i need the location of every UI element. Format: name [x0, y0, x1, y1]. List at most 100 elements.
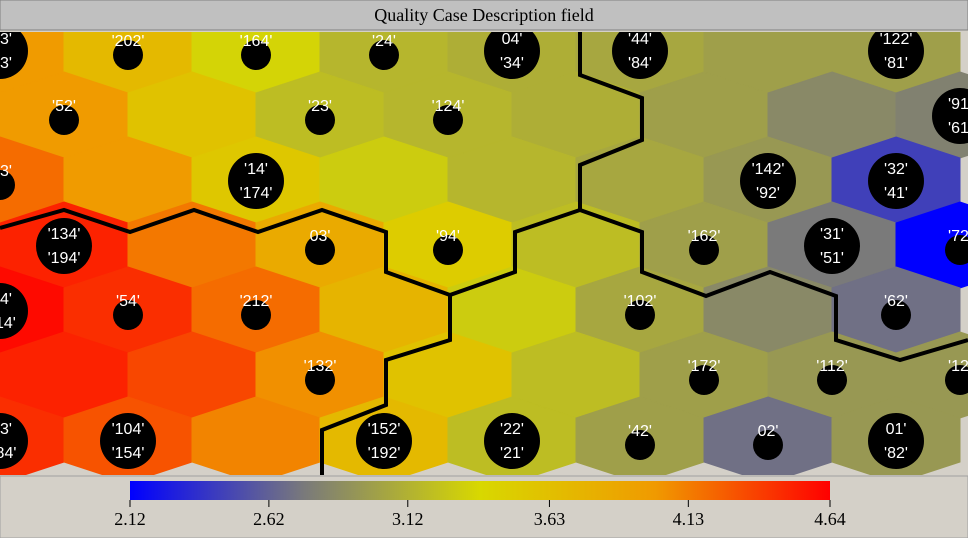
cell-label: 04' — [502, 31, 523, 48]
cell-label: '114' — [0, 315, 16, 332]
hit-marker — [484, 413, 540, 469]
cell-label: '152' — [368, 421, 401, 438]
cell-label: '21' — [500, 445, 524, 462]
cell-label: '81' — [884, 55, 908, 72]
cell-label: '162' — [688, 228, 721, 245]
hit-marker — [113, 40, 143, 70]
cell-label: '62' — [884, 293, 908, 310]
hit-marker — [689, 365, 719, 395]
hit-marker — [36, 218, 92, 274]
cell-label: '164' — [240, 33, 273, 50]
cell-label: '82' — [884, 445, 908, 462]
cell-label: 02' — [758, 423, 779, 440]
hit-marker — [356, 413, 412, 469]
cell-label: '54' — [116, 293, 140, 310]
hit-marker — [945, 365, 968, 395]
tick-label: 3.12 — [392, 509, 424, 529]
cell-label: '154' — [112, 445, 145, 462]
cell-label: '33' — [0, 31, 12, 48]
cell-label: '192' — [368, 445, 401, 462]
cell-label: '202' — [112, 33, 145, 50]
cell-label: '142' — [752, 161, 785, 178]
cluster-borders — [0, 32, 968, 475]
hit-marker — [881, 300, 911, 330]
cell-label: '51' — [820, 250, 844, 267]
hit-marker — [0, 170, 15, 200]
cell-label: '134' — [48, 226, 81, 243]
border — [0, 207, 452, 475]
hit-marker — [945, 235, 968, 265]
hit-marker — [241, 40, 271, 70]
tick-label: 2.12 — [114, 509, 146, 529]
colorbar — [130, 481, 830, 500]
hit-marker — [305, 105, 335, 135]
hit-marker — [868, 413, 924, 469]
cell-label: '94' — [436, 228, 460, 245]
hit-marker — [932, 88, 968, 144]
hit-marker — [753, 430, 783, 460]
cell-label: '42' — [628, 423, 652, 440]
cell-label: '184' — [0, 445, 16, 462]
cell-label: '102' — [624, 293, 657, 310]
hit-marker — [689, 235, 719, 265]
hit-marker — [241, 300, 271, 330]
cell-label: '64' — [0, 291, 12, 308]
hit-marker — [817, 365, 847, 395]
hit-marker — [228, 153, 284, 209]
cell-label: '53' — [0, 55, 12, 72]
hit-marker — [625, 300, 655, 330]
cell-label: '14' — [244, 161, 268, 178]
cell-label: '172' — [688, 358, 721, 375]
hit-marker — [804, 218, 860, 274]
cell-label: '92' — [756, 185, 780, 202]
cell-label: '84' — [628, 55, 652, 72]
cell-label: '31' — [820, 226, 844, 243]
cell-label: '24' — [372, 33, 396, 50]
cell-label: '124' — [432, 98, 465, 115]
cell-label: 03' — [310, 228, 331, 245]
hit-marker — [113, 300, 143, 330]
cell-label: '34' — [500, 55, 524, 72]
hit-marker — [625, 430, 655, 460]
hit-marker — [305, 235, 335, 265]
hex-map: '33' '53' '202' '164' '24' 04' '34' '44' '84' '12… — [0, 31, 968, 475]
hit-marker — [433, 105, 463, 135]
chart-title: Quality Case Description field — [374, 5, 593, 25]
cell-label: '132' — [304, 358, 337, 375]
cell-label: '61' — [948, 120, 968, 137]
hit-marker — [0, 413, 28, 469]
hit-marker — [0, 283, 28, 339]
cell-label: '91' — [948, 96, 968, 113]
tick-label: 4.64 — [814, 509, 846, 529]
hit-marker — [100, 413, 156, 469]
cell-label: '22' — [500, 421, 524, 438]
hit-marker — [868, 32, 924, 79]
tick-label: 3.63 — [534, 509, 566, 529]
cell-label: '104' — [112, 421, 145, 438]
cell-label: '41' — [884, 185, 908, 202]
hit-marker — [484, 32, 540, 79]
border — [579, 208, 968, 363]
cell-label: '122' — [880, 31, 913, 48]
title-bar — [0, 0, 968, 31]
cell-label: '32' — [884, 161, 908, 178]
tick-label: 2.62 — [253, 509, 285, 529]
cell-label: '23' — [308, 98, 332, 115]
hit-marker — [868, 153, 924, 209]
hit-marker — [305, 365, 335, 395]
cell-label: '72' — [948, 228, 968, 245]
hit-marker — [740, 153, 796, 209]
hit-marker — [49, 105, 79, 135]
hit-marker — [0, 32, 28, 79]
cell-label: '52' — [52, 98, 76, 115]
cell-label: '63' — [0, 421, 12, 438]
cell-label: '44' — [628, 31, 652, 48]
hit-marker — [433, 235, 463, 265]
cell-label: '194' — [48, 250, 81, 267]
tick-label: 4.13 — [673, 509, 705, 529]
cell-label: '12' — [948, 358, 968, 375]
cell-label: '212' — [240, 293, 273, 310]
cell-label: 01' — [886, 421, 907, 438]
